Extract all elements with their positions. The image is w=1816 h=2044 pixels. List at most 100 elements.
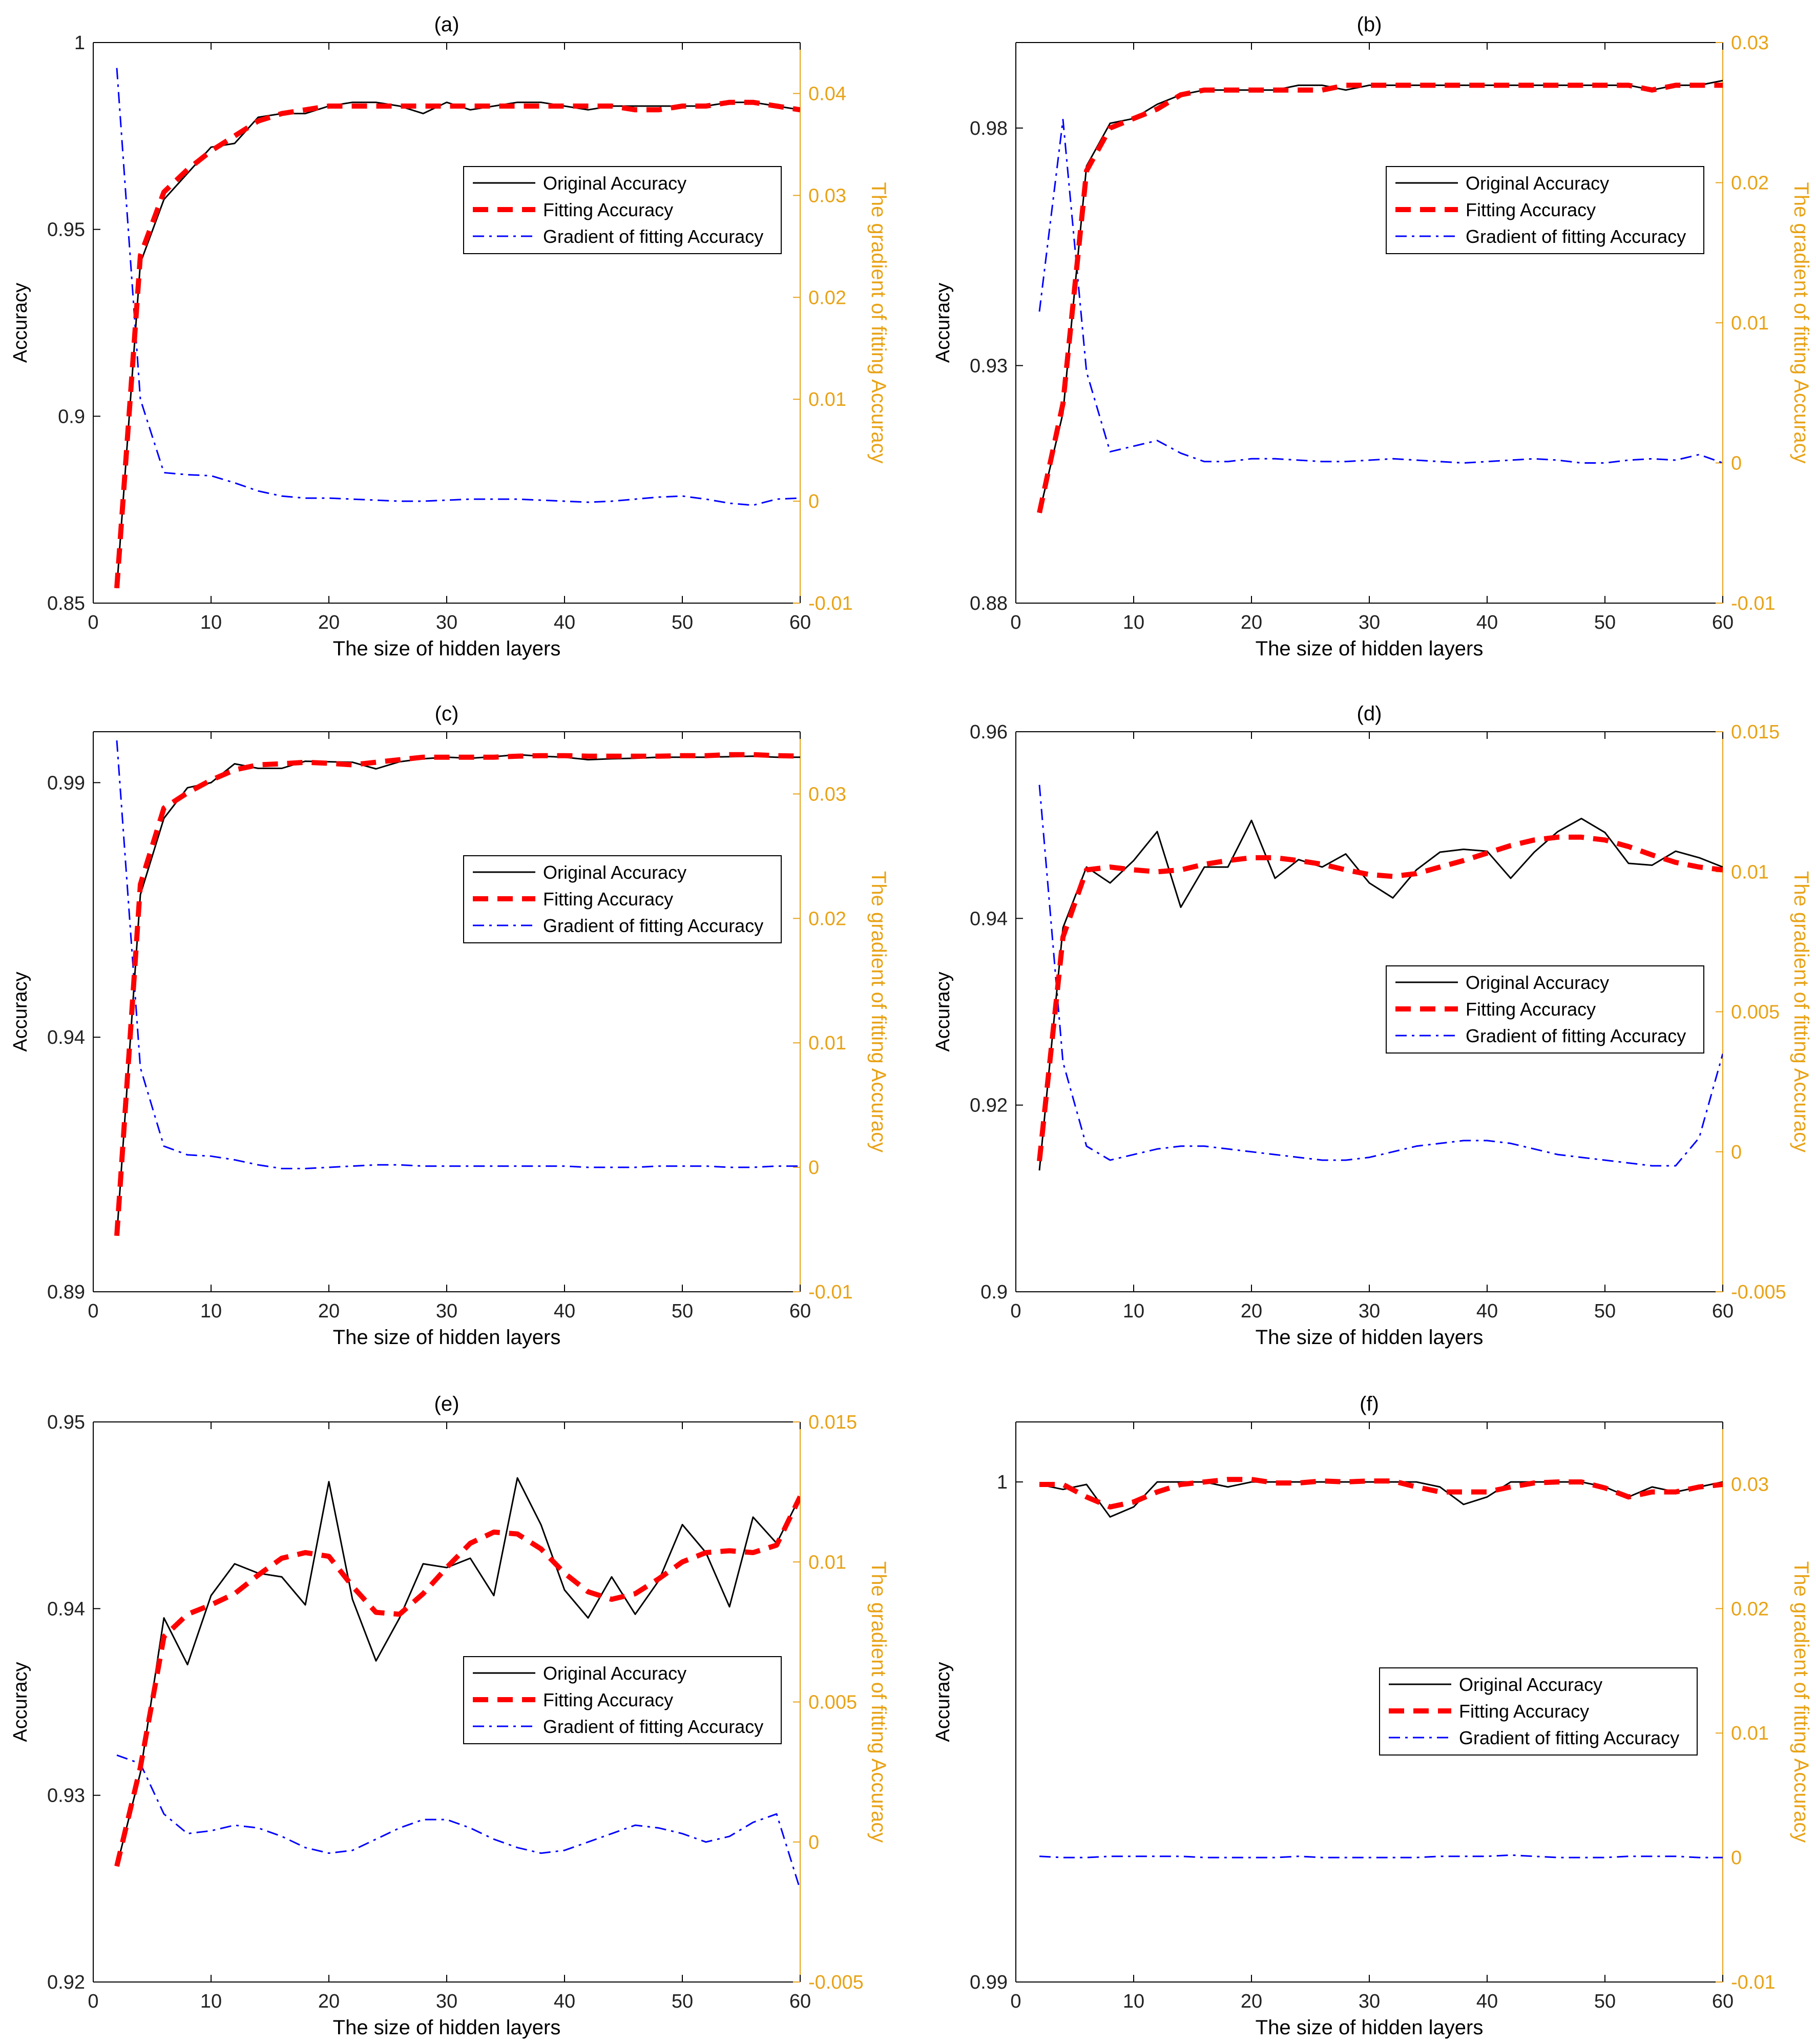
y-tick-label: 0.89 [47,1282,85,1303]
y-tick-label: 1 [74,32,85,54]
legend-entry: Gradient of fitting Accuracy [543,915,763,936]
x-tick-label: 0 [88,1991,98,2012]
y-tick-label: 0.85 [47,593,85,614]
x-tick-label: 60 [1712,612,1734,633]
y-right-tick-label: 0.015 [808,1412,857,1433]
y-axis-label: Accuracy [932,972,954,1051]
y-tick-label: 0.95 [47,1412,85,1433]
legend-entry: Fitting Accuracy [1459,1701,1589,1722]
legend-entry: Original Accuracy [543,862,686,883]
x-tick-label: 50 [672,1300,693,1322]
series-line-fitting-accuracy [114,1495,800,1867]
x-tick-label: 20 [1241,612,1262,633]
x-tick-label: 10 [200,612,222,633]
y-tick-label: 0.92 [47,1972,85,1993]
legend-entry: Original Accuracy [1466,173,1609,194]
y-axis-label-right: The gradient of fitting Accuracy [867,182,890,463]
legend-entry: Fitting Accuracy [1466,999,1596,1020]
panel-title: (e) [434,1393,460,1415]
legend: Original Accuracy Fitting Accuracy Gradien… [1379,1667,1698,1756]
legend-box [463,855,782,943]
y-right-tick-label: 0.005 [808,1692,857,1713]
y-right-tick-label: 0 [808,1832,819,1853]
y-tick-label: 0.93 [970,355,1008,377]
y-tick-label: 0.94 [970,908,1008,930]
y-axis-label: Accuracy [10,1662,31,1742]
y-axis-label-right: The gradient of fitting Accuracy [1790,871,1812,1152]
series-line-fitting-accuracy [1039,1477,1723,1510]
x-tick-label: 0 [88,1300,98,1322]
x-tick-label: 0 [1010,612,1021,633]
series-line-original-accuracy [116,1477,800,1867]
y-right-tick-label: 0.04 [808,83,846,105]
x-axis-label: The size of hidden layers [333,2016,561,2039]
x-tick-label: 40 [1476,1300,1498,1322]
y-tick-label: 0.94 [47,1598,85,1620]
y-right-tick-label: -0.01 [808,1282,853,1303]
x-axis-label: The size of hidden layers [333,637,561,660]
x-tick-label: 30 [1359,1300,1380,1322]
panel-title: (c) [435,703,459,725]
legend-entry: Gradient of fitting Accuracy [1459,1727,1679,1748]
series-line-gradient-of-fitting-accuracy [1039,1854,1723,1859]
y-right-tick-label: 0 [1731,1847,1742,1869]
legend-entry: Gradient of fitting Accuracy [543,226,763,247]
legend-entry: Fitting Accuracy [543,199,673,220]
series-line-fitting-accuracy [1037,834,1723,1162]
legend-entry: Fitting Accuracy [543,889,673,910]
legend-entry: Fitting Accuracy [1466,199,1596,220]
y-tick-label: 1 [997,1472,1008,1493]
x-tick-label: 40 [1476,612,1498,633]
x-tick-label: 20 [318,612,340,633]
legend: Original Accuracy Fitting Accuracy Gradien… [463,855,782,943]
series-line-gradient-of-fitting-accuracy [1038,118,1723,464]
y-axis-label-right: The gradient of fitting Accuracy [1790,1561,1812,1843]
x-tick-label: 50 [672,1991,693,2012]
y-right-tick-label: 0.03 [1731,1474,1769,1495]
x-tick-label: 0 [88,612,98,633]
legend-entry: Original Accuracy [543,173,686,194]
y-right-tick-label: 0.01 [808,389,846,410]
y-axis-label: Accuracy [932,283,954,363]
legend-entry: Gradient of fitting Accuracy [1466,226,1686,247]
y-right-tick-label: 0 [1731,1142,1742,1163]
series-line-original-accuracy [116,754,800,1236]
x-tick-label: 30 [436,1300,457,1322]
x-axis-label: The size of hidden layers [333,1326,561,1349]
y-right-tick-label: 0.02 [1731,1598,1769,1620]
legend-entry: Gradient of fitting Accuracy [543,1716,763,1737]
y-right-tick-label: 0 [808,1157,819,1179]
y-right-tick-label: 0.01 [1731,861,1769,883]
series-line-fitting-accuracy [114,752,800,1236]
series-line-gradient-of-fitting-accuracy [116,68,800,506]
panel-title: (f) [1360,1393,1379,1415]
legend-entry: Original Accuracy [543,1663,686,1684]
x-tick-label: 50 [672,612,693,633]
x-tick-label: 60 [789,1991,811,2012]
series-line-gradient-of-fitting-accuracy [116,740,800,1169]
x-tick-label: 40 [554,612,575,633]
legend: Original Accuracy Fitting Accuracy Gradien… [463,1656,782,1744]
x-tick-label: 30 [1359,1991,1380,2012]
legend: Original Accuracy Fitting Accuracy Gradien… [463,166,782,254]
x-tick-label: 50 [1594,1991,1616,2012]
panel-f: 0 10 20 30 40 50 60 0.99 1 -0.01 0 0.01 0.02 0.03 (f) T… [932,1393,1812,2039]
legend-box [463,166,782,254]
y-right-tick-label: 0.01 [808,1552,846,1573]
x-tick-label: 20 [1241,1991,1262,2012]
panel-title: (d) [1357,703,1382,725]
x-tick-label: 10 [1123,1300,1144,1322]
panel-title: (b) [1357,13,1382,36]
y-right-tick-label: 0.03 [808,185,846,207]
y-right-tick-label: 0.01 [1731,1723,1769,1744]
legend-entry: Original Accuracy [1459,1674,1602,1695]
series-line-original-accuracy [1038,817,1723,1171]
series-line-fitting-accuracy [1037,82,1723,513]
y-tick-label: 0.99 [47,772,85,794]
y-right-tick-label: 0.015 [1731,721,1780,743]
legend-entry: Gradient of fitting Accuracy [1466,1025,1686,1046]
panel-b: 0 10 20 30 40 50 60 0.88 0.93 0.98 -0.01 0 0.01 0.02 0… [932,13,1812,660]
y-tick-label: 0.9 [58,406,85,427]
x-tick-label: 60 [1712,1300,1734,1322]
